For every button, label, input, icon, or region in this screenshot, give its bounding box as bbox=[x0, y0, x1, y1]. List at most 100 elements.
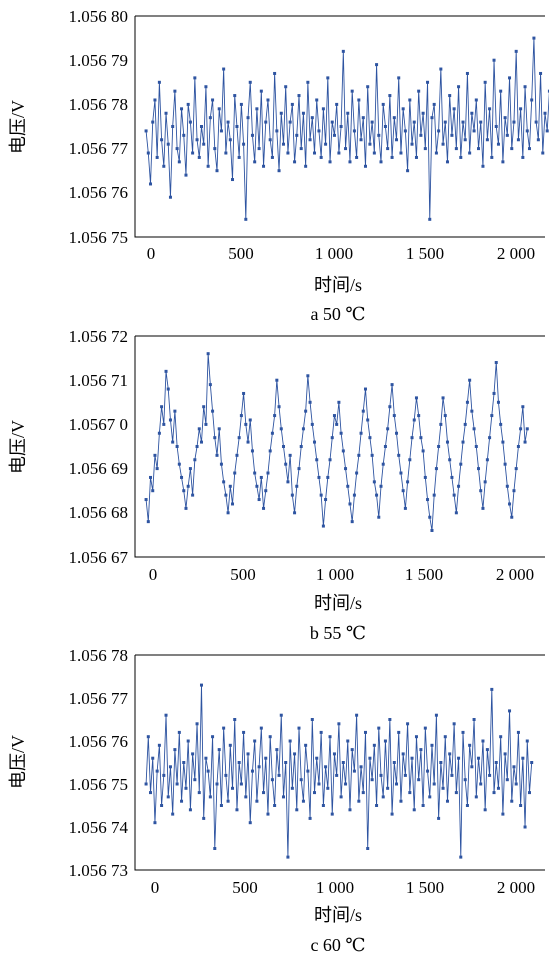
data-point bbox=[144, 498, 148, 502]
data-point bbox=[379, 773, 383, 777]
data-point bbox=[372, 151, 376, 155]
data-point bbox=[510, 799, 514, 803]
data-point bbox=[465, 804, 469, 807]
data-point bbox=[368, 142, 372, 146]
data-point bbox=[377, 726, 381, 730]
data-point bbox=[195, 445, 199, 448]
x-tick-label: 1 000 bbox=[316, 878, 354, 897]
data-point bbox=[157, 431, 161, 435]
y-tick-label: 1.056 77 bbox=[69, 139, 129, 158]
data-point bbox=[441, 786, 445, 790]
data-point bbox=[162, 773, 166, 777]
data-point bbox=[346, 739, 350, 743]
data-point bbox=[426, 80, 430, 84]
data-point bbox=[488, 107, 492, 111]
data-point bbox=[264, 756, 268, 760]
data-point bbox=[175, 147, 179, 151]
data-point bbox=[445, 440, 449, 444]
data-point bbox=[332, 414, 336, 418]
data-point bbox=[202, 142, 206, 146]
data-point bbox=[324, 498, 328, 502]
y-tick-label: 1.056 69 bbox=[69, 459, 129, 478]
data-point bbox=[430, 743, 434, 747]
data-point bbox=[168, 765, 172, 769]
data-point bbox=[284, 761, 288, 764]
data-point bbox=[443, 120, 447, 124]
data-point bbox=[357, 799, 361, 803]
data-point bbox=[454, 511, 458, 515]
data-point bbox=[399, 471, 403, 475]
data-point bbox=[479, 489, 483, 493]
y-tick-label: 1.056 68 bbox=[69, 503, 129, 522]
data-point bbox=[459, 462, 463, 466]
data-point bbox=[301, 111, 305, 115]
data-point bbox=[180, 107, 184, 111]
data-point bbox=[248, 821, 252, 825]
data-point bbox=[266, 98, 270, 102]
x-tick-label: 2 000 bbox=[497, 878, 535, 897]
data-point bbox=[166, 142, 170, 146]
axes-frame-b bbox=[134, 335, 545, 558]
data-point bbox=[379, 160, 383, 164]
data-point bbox=[217, 107, 221, 111]
data-point bbox=[277, 405, 281, 409]
data-point bbox=[417, 414, 421, 418]
data-point bbox=[250, 449, 254, 453]
data-point bbox=[492, 391, 496, 395]
data-point bbox=[262, 506, 266, 510]
data-point bbox=[222, 67, 226, 71]
axes-frame-c bbox=[134, 654, 545, 871]
data-point bbox=[479, 120, 483, 124]
data-point bbox=[432, 493, 436, 497]
data-point bbox=[461, 120, 465, 124]
data-point bbox=[259, 89, 263, 93]
data-point bbox=[155, 155, 159, 159]
data-point bbox=[381, 102, 385, 106]
data-point bbox=[541, 151, 545, 155]
data-point bbox=[173, 748, 177, 752]
data-point bbox=[392, 116, 396, 120]
data-point bbox=[341, 449, 345, 453]
data-point bbox=[408, 791, 412, 795]
data-point bbox=[319, 493, 323, 497]
data-point bbox=[474, 795, 478, 799]
data-point bbox=[490, 155, 494, 159]
data-point bbox=[288, 739, 292, 743]
data-point bbox=[457, 756, 461, 760]
data-point bbox=[499, 735, 503, 739]
data-point bbox=[530, 761, 534, 764]
data-point bbox=[505, 778, 509, 782]
y-tick-label: 1.056 71 bbox=[69, 371, 129, 390]
y-tick-label: 1.056 72 bbox=[69, 327, 129, 346]
x-tick-label: 500 bbox=[232, 878, 258, 897]
data-point bbox=[146, 520, 150, 524]
data-point bbox=[206, 352, 210, 356]
data-point bbox=[390, 383, 394, 387]
data-point bbox=[350, 520, 354, 524]
data-point bbox=[523, 85, 527, 89]
data-point bbox=[363, 730, 367, 734]
data-point bbox=[310, 718, 314, 721]
data-point bbox=[275, 129, 279, 133]
data-point bbox=[246, 752, 250, 756]
x-tick-label: 0 bbox=[149, 565, 158, 584]
data-point bbox=[370, 778, 374, 782]
y-tick-label: 1.056 77 bbox=[69, 689, 129, 708]
data-point bbox=[406, 722, 410, 726]
data-point bbox=[299, 445, 303, 448]
data-point bbox=[237, 761, 241, 764]
data-point bbox=[461, 730, 465, 734]
data-point bbox=[242, 730, 246, 734]
data-point bbox=[202, 816, 206, 820]
x-tick-label: 2 000 bbox=[497, 244, 535, 263]
data-point bbox=[430, 528, 434, 532]
data-point bbox=[386, 427, 390, 431]
data-point bbox=[392, 761, 396, 764]
data-point bbox=[157, 743, 161, 747]
data-point bbox=[321, 804, 325, 807]
data-point bbox=[414, 396, 418, 400]
data-point bbox=[414, 735, 418, 739]
data-point bbox=[286, 480, 290, 484]
data-point bbox=[146, 151, 150, 155]
